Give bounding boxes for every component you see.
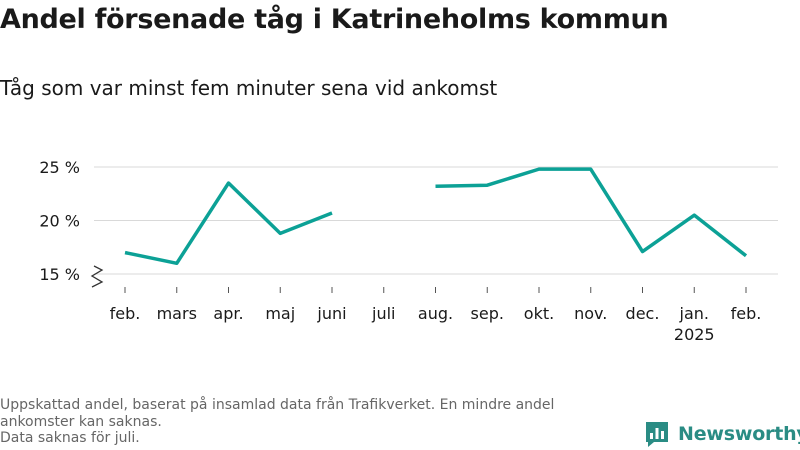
x-axis: feb. mars apr. maj juni juli aug. sep. okt. nov. d… [110,287,762,344]
series-line [124,181,333,266]
bar-chart-icon [646,422,668,447]
x-tick-label: nov. [574,304,607,323]
x-tick-sublabel: 2025 [674,325,715,344]
gridlines [90,166,778,288]
footnote-source: Uppskattad andel, baserat på insamlad da… [0,397,555,430]
y-axis-ticks: 15 % 20 % 25 % [39,158,80,284]
series-line [435,167,748,258]
x-tick-label: juli [371,304,395,323]
x-tick-label: apr. [213,304,243,323]
x-tick-label: sep. [471,304,504,323]
x-tick-label: feb. [731,304,762,323]
y-tick-label: 25 % [39,158,80,177]
x-tick-label: maj [265,304,295,323]
y-tick-label: 20 % [39,212,80,231]
y-tick-label: 15 % [39,265,80,284]
x-tick-label: mars [157,304,197,323]
x-tick-label: aug. [418,304,453,323]
footnote: Uppskattad andel, baserat på insamlad da… [0,397,630,447]
chart-subtitle: Tåg som var minst fem minuter sena vid a… [0,76,498,100]
x-tick-label: dec. [626,304,660,323]
brand-logo: Newsworthy [644,420,800,448]
footnote-missing-data: Data saknas för juli. [0,430,140,446]
axis-break-icon [90,265,104,288]
x-tick-label: feb. [110,304,141,323]
series-lines [124,167,748,266]
x-tick-label: okt. [524,304,554,323]
chart-title: Andel försenade tåg i Katrineholms kommu… [0,4,669,35]
x-tick-label: juni [316,304,346,323]
x-tick-label: jan. [679,304,709,323]
brand-name: Newsworthy [678,423,800,445]
